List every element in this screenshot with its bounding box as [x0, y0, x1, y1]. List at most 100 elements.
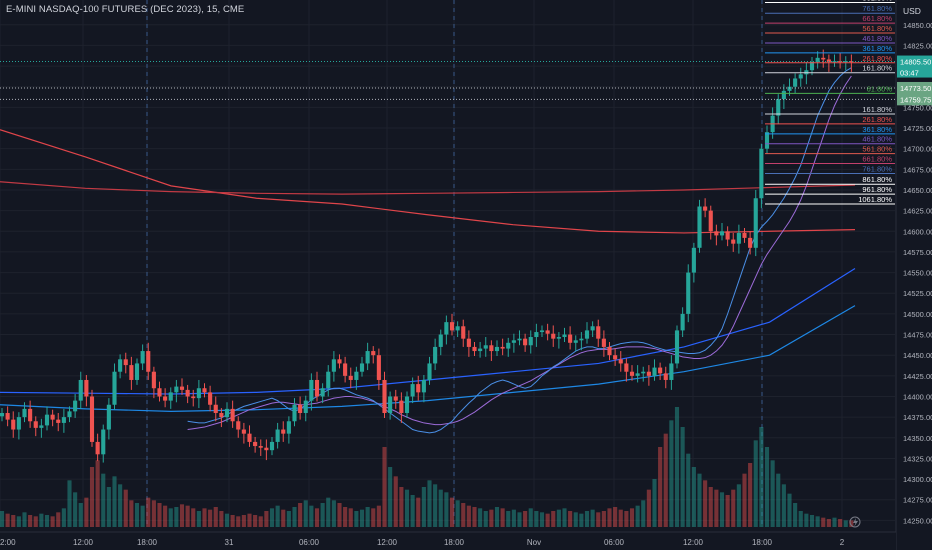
candle-body — [365, 351, 370, 364]
volume-bar — [5, 513, 10, 527]
candle-body — [157, 388, 162, 397]
candle-body — [399, 400, 404, 414]
candle-body — [309, 379, 314, 401]
candle-body — [258, 446, 263, 448]
currency-label: USD — [903, 6, 921, 16]
volume-bar — [129, 500, 134, 527]
volume-bar — [663, 433, 668, 527]
time-tick-label: 18:00 — [444, 538, 465, 547]
fib-level-label: 861.80% — [862, 175, 892, 184]
volume-bar — [444, 492, 449, 527]
volume-bar — [798, 511, 803, 527]
candle-body — [809, 61, 815, 71]
candle-body — [691, 247, 696, 273]
candle-body — [151, 371, 156, 389]
candle-body — [129, 365, 134, 380]
fib-level-label: 561.80% — [862, 145, 892, 154]
fib-level-label: 961.80% — [862, 185, 892, 194]
candle-body — [455, 326, 460, 331]
candle-body — [393, 396, 398, 401]
candle-body — [821, 57, 826, 60]
volume-bar — [669, 420, 674, 527]
candle-body — [753, 198, 758, 248]
fib-level-label: 1061.80% — [858, 195, 892, 204]
candle-body — [697, 206, 702, 248]
volume-bar — [230, 515, 235, 527]
volume-bar — [449, 497, 455, 527]
volume-bar — [719, 492, 725, 527]
volume-bar — [264, 511, 269, 527]
volume-bar — [674, 407, 680, 527]
volume-bar — [95, 460, 100, 527]
volume-bar — [461, 503, 466, 527]
price-tick-label: 14575.00 — [903, 248, 932, 257]
price-tick-label: 14275.00 — [903, 496, 932, 505]
candle-body — [247, 433, 252, 442]
volume-bar — [534, 511, 539, 527]
volume-bar — [832, 517, 837, 527]
candle-body — [303, 400, 308, 414]
candle-body — [607, 346, 612, 356]
lightning-icon — [853, 518, 858, 527]
candle-body — [95, 441, 100, 455]
volume-bar — [455, 500, 460, 527]
candle-body — [39, 425, 44, 428]
price-tick-label: 14400.00 — [903, 392, 932, 401]
volume-bar — [101, 473, 106, 527]
volume-bar — [601, 511, 606, 527]
candle-body — [478, 348, 483, 352]
candle-body — [11, 419, 16, 430]
volume-bar — [427, 480, 432, 527]
candle-body — [208, 392, 213, 405]
candle-body — [686, 272, 691, 314]
candle-body — [230, 408, 235, 422]
candle-body — [843, 61, 848, 63]
candle-body — [22, 408, 27, 418]
candle-body — [798, 74, 803, 79]
volume-bar — [641, 500, 646, 527]
volume-bar — [376, 505, 381, 527]
volume-bar — [551, 511, 556, 527]
candle-body — [826, 59, 831, 62]
volume-bar — [764, 447, 770, 527]
candle-body — [16, 417, 21, 430]
volume-bar — [517, 512, 522, 527]
candle-body — [545, 330, 550, 334]
time-tick-label: 31 — [225, 538, 234, 547]
price-tick-label: 14675.00 — [903, 165, 932, 174]
volume-bar — [179, 504, 185, 527]
volume-bar — [438, 489, 443, 527]
volume-bar — [742, 473, 747, 527]
candle-body — [191, 396, 196, 399]
candle-body — [714, 231, 719, 236]
candle-body — [112, 371, 117, 405]
volume-bar — [202, 508, 207, 527]
volume-bar — [326, 497, 331, 527]
candle-body — [269, 441, 275, 451]
price-tick-label: 14550.00 — [903, 269, 932, 278]
candle-body — [84, 379, 89, 397]
volume-bar — [618, 509, 623, 527]
volume-bar — [399, 487, 404, 527]
time-tick-label: 2:00 — [0, 538, 16, 547]
candle-body — [528, 337, 533, 346]
fib-level-label: 261.80% — [862, 115, 892, 124]
candle-body — [174, 386, 179, 393]
price-tick-label: 14250.00 — [903, 516, 932, 525]
volume-bar — [388, 467, 393, 527]
volume-bar — [646, 489, 651, 527]
volume-bar — [697, 473, 702, 527]
volume-bar — [224, 513, 230, 527]
candle-body — [483, 345, 488, 349]
volume-bar — [725, 495, 730, 527]
volume-bar — [511, 509, 516, 527]
candle-body — [601, 338, 606, 347]
fib-level-label: 861.80% — [862, 0, 892, 2]
volume-bar — [404, 489, 410, 527]
candle-body — [331, 359, 336, 372]
volume-bar — [416, 497, 421, 527]
candle-body — [33, 421, 38, 428]
volume-bar — [573, 512, 578, 527]
